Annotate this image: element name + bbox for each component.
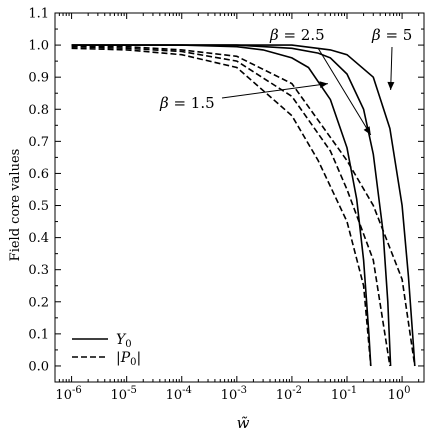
- x-tick-label: 10-2: [276, 385, 302, 403]
- x-tick-label: 10-6: [55, 385, 81, 403]
- y-axis-label: Field core values: [8, 149, 23, 262]
- y0-line-beta-5: [71, 44, 416, 367]
- beta-annotation-label: β = 2.5: [269, 26, 325, 44]
- p0-line-beta-1-5: [71, 47, 372, 367]
- y-tick-label: 0.8: [28, 103, 49, 118]
- x-tick-label: 10-5: [111, 385, 137, 403]
- beta-annotation-label: β = 1.5: [159, 94, 215, 112]
- annotation-arrowhead: [363, 126, 371, 135]
- y0-line-beta-1-5: [71, 44, 372, 367]
- annotation-arrow: [317, 47, 372, 136]
- plot-frame: [54, 12, 425, 383]
- y-tick-label: 0.3: [28, 263, 49, 278]
- y-tick-label: 1.0: [28, 39, 49, 54]
- legend: Y0|P0|: [72, 332, 141, 368]
- x-axis-label: w̃: [237, 414, 250, 432]
- annotation-layer: β = 2.5 β = 5 β = 1.5: [159, 26, 412, 136]
- legend-label: Y0: [116, 332, 132, 350]
- x-tick-label: 100: [388, 385, 411, 403]
- series-layer: [71, 44, 416, 367]
- annotation-arrow: [221, 83, 328, 99]
- x-tick-label: 10-4: [166, 385, 192, 403]
- x-tick-label: 10-3: [221, 385, 247, 403]
- y-tick-label: 0.6: [28, 167, 49, 182]
- y-tick-label: 0.4: [28, 231, 49, 246]
- y-tick-label: 0.7: [28, 135, 49, 150]
- plot-area: [54, 12, 425, 383]
- y-tick-label: 1.1: [28, 7, 49, 22]
- x-axis-ticks: 10-6 10-5 10-4 10-3 10-2 10-1 100: [54, 13, 420, 403]
- y-tick-label: 0.1: [28, 327, 49, 342]
- y-tick-label: 0.0: [28, 359, 49, 374]
- annotation-arrowhead: [387, 81, 395, 91]
- x-tick-label: 10-1: [331, 385, 357, 403]
- beta-annotation-label: β = 5: [371, 26, 412, 44]
- y-tick-label: 0.9: [28, 71, 49, 86]
- p0-line-beta-5: [71, 44, 416, 367]
- y0-line-beta-2-5: [71, 44, 392, 367]
- annotation-arrowhead: [319, 81, 328, 89]
- y-tick-label: 0.2: [28, 295, 49, 310]
- y-axis-ticks: 0.0 0.1 0.2 0.3 0.4 0.5 0.6 0.7 0.8 0.9 1.0 1.1: [28, 7, 424, 374]
- y-tick-label: 0.5: [28, 199, 49, 214]
- legend-label: |P0|: [116, 350, 141, 368]
- p0-line-beta-2-5: [71, 45, 391, 367]
